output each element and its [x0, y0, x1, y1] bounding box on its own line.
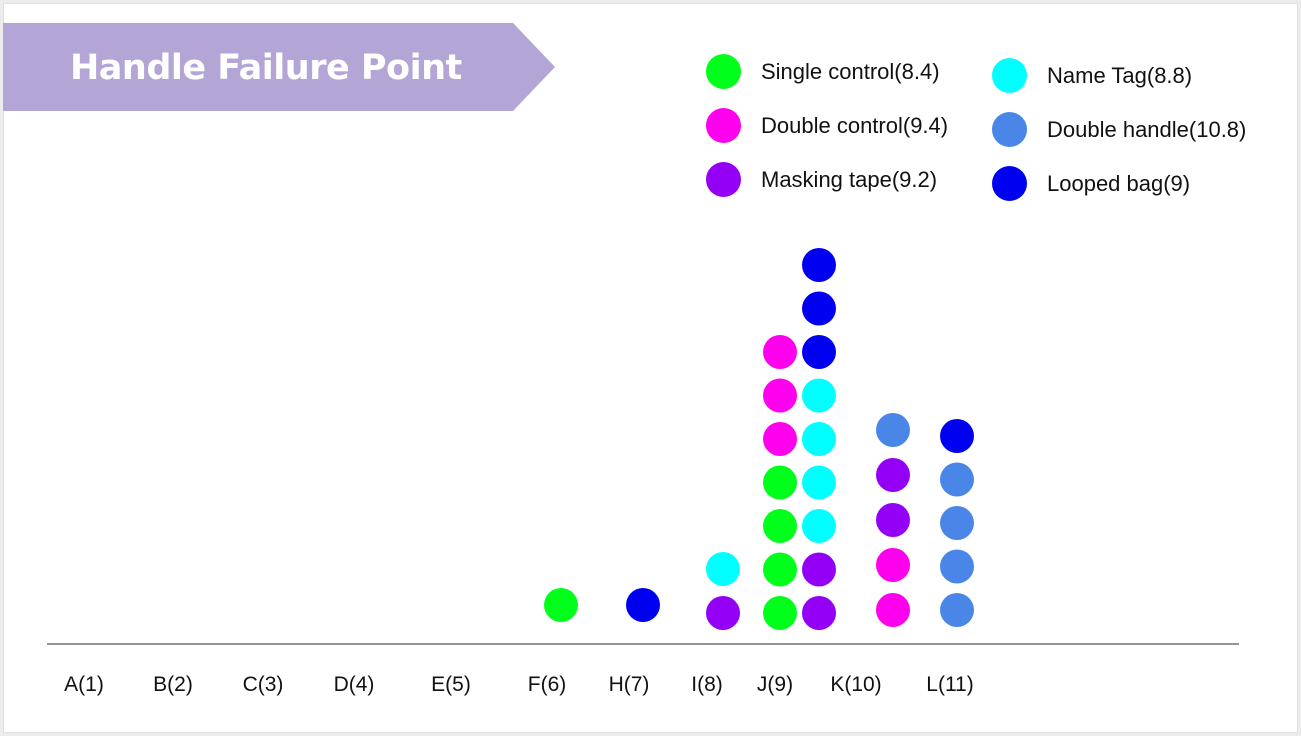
legend-swatch-masking-tape	[706, 162, 741, 197]
data-point-double-handle	[940, 549, 974, 584]
legend-label-double-control: Double control(9.4)	[761, 113, 949, 138]
legend-swatch-looped-bag	[992, 166, 1027, 201]
title-banner	[3, 23, 555, 111]
legend-swatch-name-tag	[992, 58, 1027, 93]
x-tick-label: D(4)	[333, 673, 375, 696]
data-point-double-handle	[940, 462, 974, 497]
legend-label-double-handle: Double handle(10.8)	[1047, 117, 1247, 142]
data-point-name-tag	[802, 378, 836, 413]
data-point-looped-bag	[802, 335, 836, 369]
x-tick-label: I(8)	[691, 673, 723, 696]
data-point-looped-bag	[940, 419, 974, 453]
data-point-looped-bag	[802, 291, 836, 326]
data-point-double-control	[763, 335, 797, 369]
x-tick-label: L(11)	[926, 673, 974, 696]
data-point-name-tag	[802, 509, 836, 543]
data-point-masking-tape	[876, 503, 910, 537]
data-point-double-control	[876, 593, 910, 627]
x-tick-label: F(6)	[527, 673, 567, 696]
legend-label-single-control: Single control(8.4)	[761, 59, 940, 84]
x-tick-label: A(1)	[64, 673, 104, 696]
data-point-masking-tape	[802, 596, 836, 630]
x-tick-label: B(2)	[153, 673, 193, 696]
legend-label-masking-tape: Masking tape(9.2)	[761, 167, 938, 192]
legend-label-looped-bag: Looped bag(9)	[1047, 171, 1191, 196]
data-point-masking-tape	[706, 596, 740, 630]
x-tick-label: J(9)	[756, 673, 794, 696]
data-point-looped-bag	[802, 248, 836, 282]
data-point-single-control	[763, 596, 797, 630]
legend-swatch-double-control	[706, 108, 741, 143]
data-point-double-control	[763, 378, 797, 413]
data-point-double-handle	[876, 413, 910, 447]
data-point-single-control	[544, 588, 578, 622]
legend-swatch-double-handle	[992, 112, 1027, 147]
data-point-masking-tape	[876, 458, 910, 492]
data-point-double-control	[876, 548, 910, 582]
legend-label-name-tag: Name Tag(8.8)	[1047, 63, 1193, 88]
data-point-single-control	[763, 465, 797, 500]
x-tick-label: E(5)	[431, 673, 471, 696]
data-point-double-control	[763, 422, 797, 456]
legend-swatch-single-control	[706, 54, 741, 89]
data-point-single-control	[763, 509, 797, 543]
data-point-name-tag	[802, 422, 836, 456]
x-tick-label: H(7)	[608, 673, 650, 696]
x-tick-label: C(3)	[242, 673, 284, 696]
data-point-masking-tape	[802, 552, 836, 587]
chart-title: Handle Failure Point	[70, 48, 462, 88]
data-point-name-tag	[802, 465, 836, 500]
data-point-looped-bag	[626, 588, 660, 622]
data-point-name-tag	[706, 552, 740, 586]
data-point-single-control	[763, 552, 797, 587]
data-point-double-handle	[940, 593, 974, 627]
data-point-double-handle	[940, 506, 974, 540]
x-tick-label: K(10)	[830, 673, 882, 696]
